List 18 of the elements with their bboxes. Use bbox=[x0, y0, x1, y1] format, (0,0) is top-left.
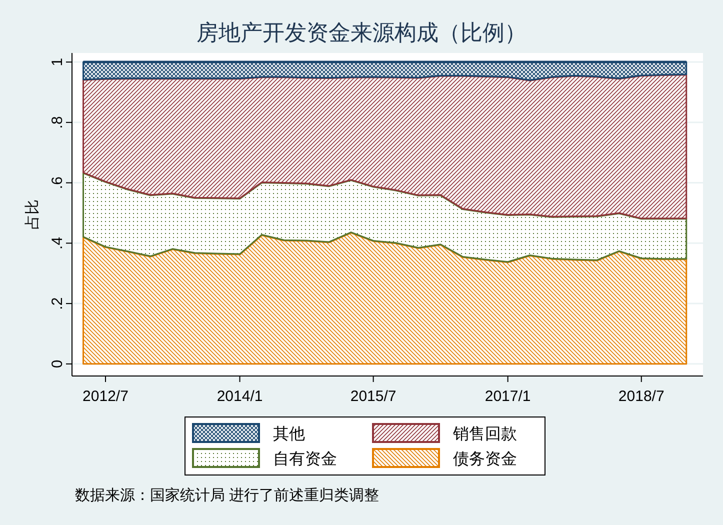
x-tick-label: 2012/7 bbox=[82, 388, 128, 405]
source-note: 数据来源：国家统计局 进行了前述重归类调整 bbox=[75, 487, 380, 504]
y-tick-label: .4 bbox=[49, 236, 66, 250]
legend-label: 债务资金 bbox=[453, 450, 517, 468]
legend-label: 其他 bbox=[273, 425, 305, 443]
x-tick-label: 2015/7 bbox=[350, 388, 396, 405]
chart-title: 房地产开发资金来源构成（比例） bbox=[196, 20, 526, 45]
y-tick-label: 0 bbox=[49, 360, 66, 368]
y-tick-label: .8 bbox=[49, 116, 66, 129]
y-tick-label: .2 bbox=[49, 297, 66, 310]
legend-label: 自有资金 bbox=[273, 450, 337, 468]
y-tick-label: 1 bbox=[49, 58, 66, 66]
legend-label: 销售回款 bbox=[452, 426, 517, 443]
x-tick-label: 2018/7 bbox=[618, 388, 664, 405]
x-tick-label: 2014/1 bbox=[216, 388, 263, 405]
y-tick-label: .6 bbox=[49, 176, 66, 190]
x-tick-label: 2017/1 bbox=[484, 388, 531, 405]
y-axis-title: 占比 bbox=[24, 200, 41, 230]
